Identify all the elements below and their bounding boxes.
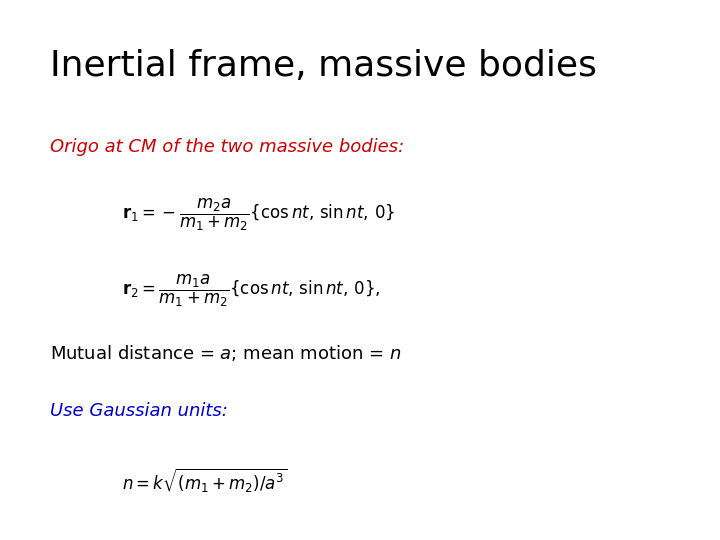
- Text: Inertial frame, massive bodies: Inertial frame, massive bodies: [50, 49, 598, 83]
- Text: $n = k\sqrt{(m_1 + m_2)/a^3}$: $n = k\sqrt{(m_1 + m_2)/a^3}$: [122, 467, 288, 495]
- Text: Mutual distance = $a$; mean motion = $n$: Mutual distance = $a$; mean motion = $n$: [50, 343, 402, 363]
- Text: $\mathbf{r}_1 = -\dfrac{m_2 a}{m_1 + m_2} \left\{\cos nt,\, \sin nt,\, 0\right\}: $\mathbf{r}_1 = -\dfrac{m_2 a}{m_1 + m_2…: [122, 197, 395, 233]
- Text: Origo at CM of the two massive bodies:: Origo at CM of the two massive bodies:: [50, 138, 405, 156]
- Text: $\mathbf{r}_2 = \dfrac{m_1 a}{m_1 + m_2} \left\{\cos nt,\, \sin nt,\, 0\right\},: $\mathbf{r}_2 = \dfrac{m_1 a}{m_1 + m_2}…: [122, 273, 381, 309]
- Text: Use Gaussian units:: Use Gaussian units:: [50, 402, 228, 420]
